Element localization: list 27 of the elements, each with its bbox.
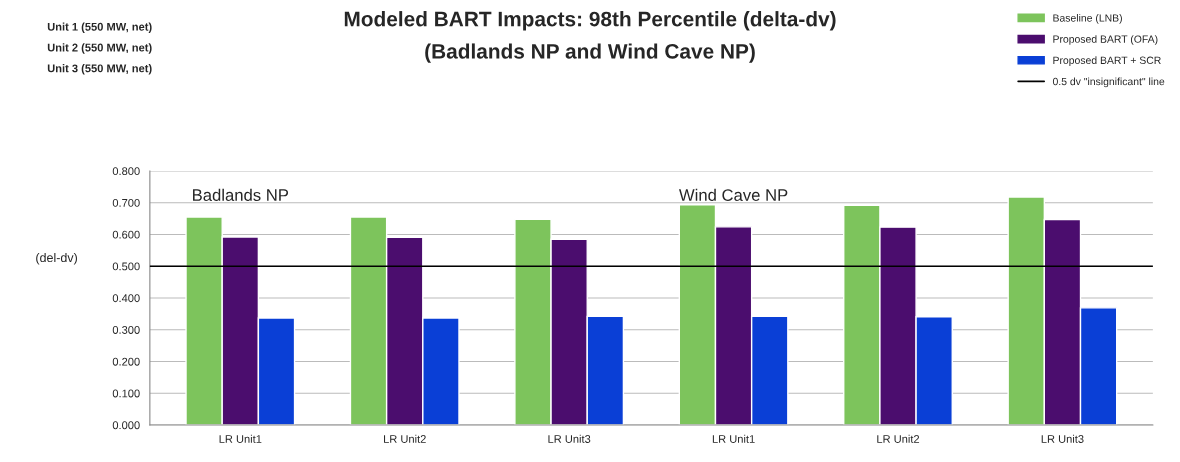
y-tick-label: 0.400 [112, 294, 140, 303]
text: Unit 3 (550 MW, net) [47, 64, 152, 75]
y-tick-label: 0.100 [112, 389, 140, 398]
x-tick-label: LR Unit2 [384, 434, 426, 443]
text: Unit 2 (550 MW, net) [47, 43, 152, 54]
x-tick-label: LR Unit1 [712, 434, 755, 443]
y-tick-label: 0.600 [112, 230, 140, 239]
y-axis-title: (del-dv) [36, 252, 77, 265]
y-tick-label: 0.700 [112, 198, 140, 207]
text: Unit 1 (550 MW, net) [47, 22, 152, 33]
chart-subtitle: (Badlands NP and Wind Cave NP) [425, 43, 755, 63]
annotation: Badlands NP [193, 188, 289, 201]
y-tick-label: 0.800 [112, 167, 140, 176]
legend-label: Baseline (LNB) [1053, 13, 1122, 24]
y-tick-label: 0.500 [112, 262, 140, 271]
y-tick-label: 0.200 [112, 357, 140, 366]
legend-label: Proposed BART + SCR [1053, 56, 1161, 67]
x-tick-label: LR Unit2 [877, 434, 920, 443]
x-tick-label: LR Unit1 [219, 434, 262, 443]
chart-title: Modeled BART Impacts: 98th Percentile (delta-dv) [344, 11, 836, 31]
x-tick-label: LR Unit3 [548, 434, 591, 443]
annotation: Wind Cave NP [679, 188, 788, 201]
y-tick-label: 0.000 [112, 421, 140, 430]
legend-label: 0.5 dv "insignificant" line [1052, 77, 1165, 88]
x-tick-label: LR Unit3 [1041, 434, 1084, 443]
legend-label: Proposed BART (OFA) [1053, 35, 1158, 45]
y-tick-label: 0.300 [112, 326, 140, 334]
